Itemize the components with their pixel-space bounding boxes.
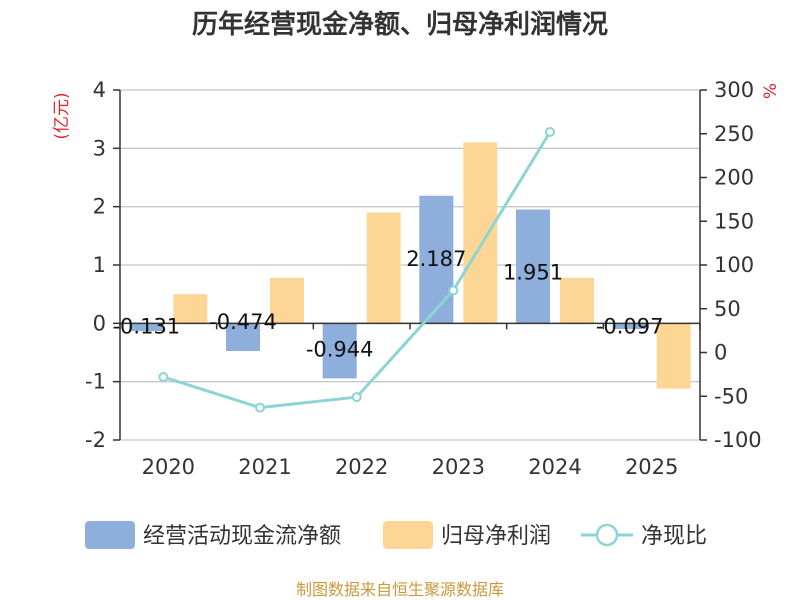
bar-net-profit[interactable] (463, 142, 498, 324)
legend-label-net-profit: 归母净利润 (441, 524, 551, 549)
bar-net-profit[interactable] (560, 277, 594, 324)
right-tick-label: 50 (714, 297, 741, 321)
bar-operating-cash[interactable] (516, 209, 550, 324)
ratio-point[interactable] (448, 285, 459, 296)
left-tick-label: 2 (93, 195, 106, 219)
legend-marker-ratio (595, 523, 619, 547)
right-tick-label: 250 (714, 122, 754, 146)
line-series (158, 127, 555, 413)
right-tick-label: -100 (714, 428, 762, 452)
bar-net-profit[interactable] (656, 323, 691, 389)
data-label: -0.944 (306, 337, 374, 361)
legend-item-operating-cash[interactable]: 经营活动现金流净额 (85, 521, 341, 549)
right-tick-label: -50 (714, 384, 748, 408)
bar-net-profit[interactable] (366, 212, 401, 324)
left-axis-unit: (亿元) (52, 92, 72, 139)
data-label: 1.951 (503, 261, 563, 285)
right-tick-label: 100 (714, 253, 754, 277)
legend-label-operating-cash: 经营活动现金流净额 (143, 524, 341, 549)
bar-series (129, 142, 691, 389)
left-tick-label: 4 (93, 78, 106, 102)
x-tick-label: 2021 (238, 455, 291, 479)
x-tick-label: 2022 (335, 455, 388, 479)
data-labels: -0.131 -0.474 -0.944 2.187 1.951 -0.097 (112, 247, 663, 362)
right-tick-label: 200 (714, 166, 754, 190)
legend: 经营活动现金流净额 归母净利润 净现比 (85, 521, 707, 549)
data-label: -0.131 (112, 314, 180, 338)
bar-operating-cash[interactable] (612, 323, 647, 329)
right-tick-label: 0 (714, 341, 727, 365)
data-label: 2.187 (406, 247, 466, 271)
left-tick-label: -2 (85, 428, 106, 452)
ratio-point[interactable] (545, 127, 555, 137)
bar-operating-cash[interactable] (226, 323, 260, 351)
legend-item-net-profit[interactable]: 归母净利润 (383, 521, 551, 549)
right-axis-unit: % (761, 83, 781, 99)
ratio-point[interactable] (158, 372, 169, 382)
data-label: -0.097 (596, 314, 664, 338)
right-tick-label: 150 (714, 209, 754, 233)
source-note: 制图数据来自恒生聚源数据库 (296, 580, 504, 599)
bar-operating-cash[interactable] (419, 195, 454, 324)
axes: 4 3 2 1 0 -1 -2 300 250 200 150 100 50 0 -50 -100 2020 20… (85, 78, 762, 479)
ratio-point[interactable] (351, 392, 362, 403)
left-tick-label: 0 (93, 311, 106, 335)
x-tick-label: 2023 (432, 455, 485, 479)
legend-item-ratio[interactable]: 净现比 (581, 523, 707, 549)
legend-swatch-net-profit (383, 521, 433, 549)
left-tick-label: -1 (85, 370, 106, 394)
ratio-point[interactable] (255, 402, 265, 413)
left-tick-label: 1 (93, 253, 106, 277)
chart-title: 历年经营现金净额、归母净利润情况 (192, 9, 608, 40)
x-tick-label: 2025 (625, 455, 678, 479)
bar-net-profit[interactable] (173, 294, 208, 324)
bar-operating-cash[interactable] (129, 323, 164, 331)
right-tick-label: 300 (714, 78, 754, 102)
x-tick-label: 2020 (142, 455, 195, 479)
legend-swatch-operating-cash (85, 521, 135, 549)
x-tick-label: 2024 (528, 455, 581, 479)
bar-net-profit[interactable] (270, 277, 304, 324)
data-label: -0.474 (209, 310, 277, 334)
left-tick-label: 3 (93, 136, 106, 160)
legend-label-ratio: 净现比 (641, 524, 707, 549)
bar-operating-cash[interactable] (322, 323, 357, 379)
